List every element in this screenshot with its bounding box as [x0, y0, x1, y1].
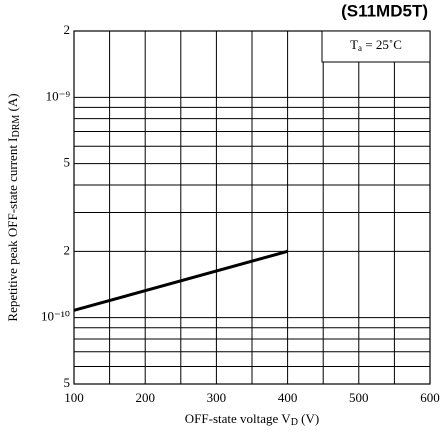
y-tick-label: 10⁻¹⁰	[41, 309, 70, 324]
plot-frame	[73, 30, 431, 385]
annotation-part: a	[358, 43, 362, 53]
x-tick-label: 100	[64, 390, 84, 405]
y-axis-label-part: DRM	[11, 115, 22, 138]
annotation-part: T	[350, 37, 358, 52]
x-tick-label: 600	[420, 390, 440, 405]
x-axis-label-part: D	[291, 417, 298, 428]
x-tick-label: 300	[207, 390, 227, 405]
y-axis-label-part: (A)	[5, 93, 20, 114]
chart-title: (S11MD5T)	[341, 1, 428, 20]
y-tick-label: 10⁻⁹	[46, 88, 71, 103]
annotation: Ta = 25˚C	[350, 37, 402, 53]
x-tick-label: 400	[278, 390, 298, 405]
annotation-box	[321, 30, 431, 63]
x-tick-label: 200	[135, 390, 155, 405]
y-axis-label-part: Repetitive peak OFF-state current I	[5, 137, 20, 321]
y-tick-label: 5	[64, 375, 71, 390]
y-tick-label: 2	[64, 22, 71, 37]
y-tick-label: 2	[64, 242, 71, 257]
x-axis-label-part: OFF-state voltage V	[185, 411, 292, 426]
y-axis-label: Repetitive peak OFF-state current IDRM (…	[5, 93, 22, 321]
annotation-part: = 25˚C	[362, 37, 402, 52]
x-axis-label: OFF-state voltage VD (V)	[185, 411, 319, 428]
x-axis-label-part: (V)	[298, 411, 319, 426]
y-tick-label: 5	[64, 155, 71, 170]
data-line	[73, 249, 288, 312]
x-tick-label: 500	[349, 390, 369, 405]
